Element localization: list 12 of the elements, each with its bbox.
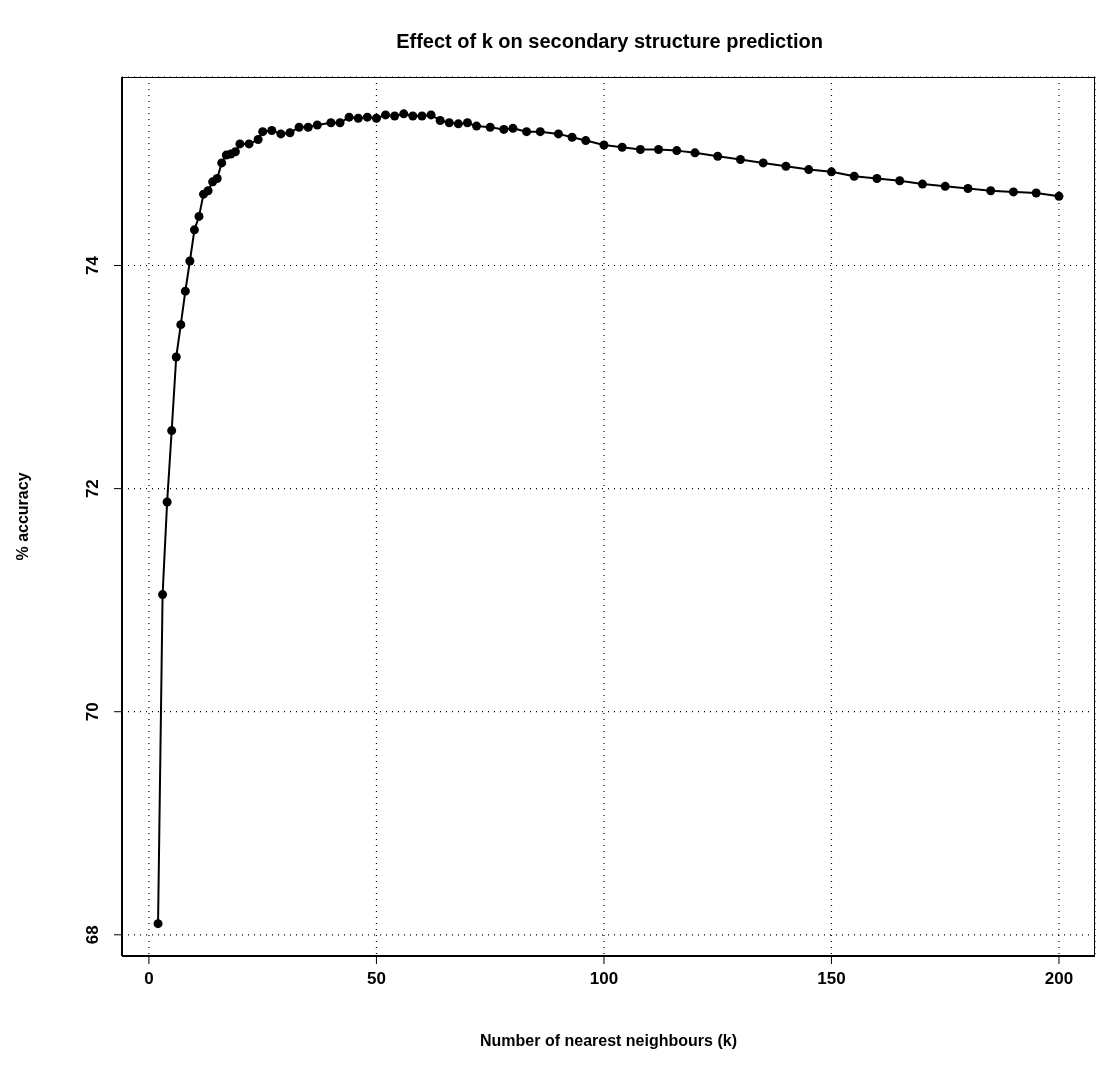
x-tick-label: 200	[1044, 969, 1074, 989]
x-tick-label: 100	[589, 969, 619, 989]
y-axis-title: % accuracy	[13, 472, 31, 561]
y-tick-label: 74	[83, 255, 102, 275]
x-axis-title: Number of nearest neighbours (k)	[480, 1032, 737, 1049]
y-tick-label: 68	[83, 925, 102, 945]
chart-title: Effect of k on secondary structure prediction	[395, 30, 824, 53]
x-tick-label: 0	[144, 969, 154, 989]
y-tick-label: 72	[83, 479, 102, 499]
x-tick-label: 50	[366, 969, 386, 989]
x-tick-label: 150	[817, 969, 846, 989]
y-tick-label: 70	[83, 702, 102, 722]
